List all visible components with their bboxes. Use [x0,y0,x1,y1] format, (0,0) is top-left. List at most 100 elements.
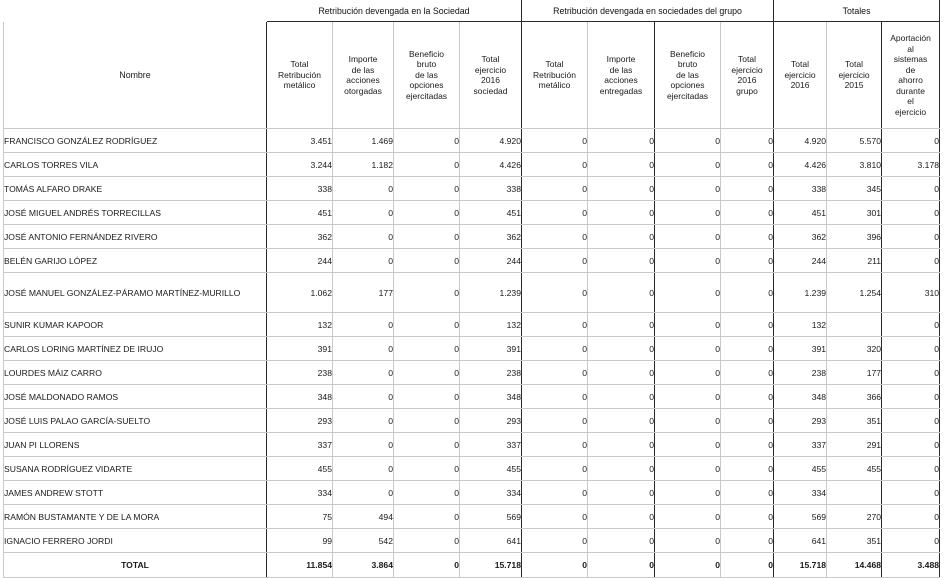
row-name-cell: TOMÁS ALFARO DRAKE [3,176,267,201]
row-value-col-5: 0 [587,504,655,529]
row-value-col-7: 0 [719,224,775,249]
row-value-col-10: 0 [881,312,941,337]
row-value-col-7: 0 [719,408,775,433]
row-value-col-8: 244 [773,248,828,273]
row-value-col-6: 0 [654,456,721,481]
row-value-col-10: 0 [881,248,941,273]
row-value-col-7: 0 [719,272,775,313]
row-name-cell: JAMES ANDREW STOTT [3,480,267,505]
row-value-col-5: 0 [587,272,655,313]
row-value-col-5: 0 [587,384,655,409]
row-value-col-4: 0 [521,152,588,177]
row-value-col-10: 310 [881,272,941,313]
row-value-col-10: 0 [881,200,941,225]
row-value-col-3: 338 [459,176,522,201]
total-value-col-9: 14.468 [826,552,883,578]
column-header-soc-total-metalico: Total Retribución metálico [266,21,333,129]
row-value-col-5: 0 [587,480,655,505]
row-value-col-5: 0 [587,176,655,201]
row-value-col-2: 0 [393,152,460,177]
row-value-col-9 [826,480,883,505]
table-total-row: TOTAL 11.854 3.864 0 15.718 0 0 0 0 15.718 14.468 3… [3,552,941,578]
row-value-col-0: 244 [266,248,333,273]
row-value-col-4: 0 [521,408,588,433]
row-name-cell: JOSÉ MANUEL GONZÁLEZ-PÁRAMO MARTÍNEZ-MUR… [3,272,267,313]
row-value-col-5: 0 [587,528,655,553]
row-value-col-1: 0 [332,248,394,273]
table-body: FRANCISCO GONZÁLEZ RODRÍGUEZ 3.451 1.469 0 4… [3,128,941,578]
row-value-col-0: 3.244 [266,152,333,177]
row-value-col-6: 0 [654,200,721,225]
row-name-cell: CARLOS LORING MARTÍNEZ DE IRUJO [3,336,267,361]
row-value-col-10: 0 [881,384,941,409]
row-value-col-9: 3.810 [826,152,883,177]
row-value-col-6: 0 [654,384,721,409]
row-value-col-0: 1.062 [266,272,333,313]
row-value-col-4: 0 [521,504,588,529]
row-value-col-10: 0 [881,224,941,249]
row-value-col-7: 0 [719,456,775,481]
column-header-grp-total-2016: Total ejercicio 2016 grupo [719,21,775,129]
total-value-col-6: 0 [654,552,721,578]
total-value-col-3: 15.718 [459,552,522,578]
row-value-col-8: 334 [773,480,828,505]
row-value-col-1: 0 [332,480,394,505]
row-value-col-7: 0 [719,384,775,409]
row-value-col-2: 0 [393,200,460,225]
row-value-col-2: 0 [393,312,460,337]
row-value-col-5: 0 [587,432,655,457]
row-value-col-5: 0 [587,408,655,433]
row-value-col-8: 391 [773,336,828,361]
row-value-col-2: 0 [393,336,460,361]
row-value-col-0: 238 [266,360,333,385]
row-value-col-10: 0 [881,176,941,201]
row-value-col-3: 334 [459,480,522,505]
row-value-col-3: 391 [459,336,522,361]
table-row: JOSÉ MANUEL GONZÁLEZ-PÁRAMO MARTÍNEZ-MUR… [3,272,941,313]
row-value-col-9: 320 [826,336,883,361]
row-value-col-0: 338 [266,176,333,201]
total-value-col-4: 0 [521,552,588,578]
row-value-col-4: 0 [521,528,588,553]
row-value-col-3: 238 [459,360,522,385]
row-value-col-2: 0 [393,272,460,313]
row-value-col-5: 0 [587,152,655,177]
row-value-col-9: 345 [826,176,883,201]
row-value-col-6: 0 [654,152,721,177]
row-value-col-9: 211 [826,248,883,273]
row-value-col-7: 0 [719,312,775,337]
row-value-col-0: 75 [266,504,333,529]
row-value-col-8: 338 [773,176,828,201]
row-value-col-5: 0 [587,360,655,385]
row-value-col-8: 451 [773,200,828,225]
column-header-soc-beneficio-opciones: Beneficio bruto de las opciones ejercitadas [393,21,460,129]
row-value-col-10: 0 [881,528,941,553]
column-header-soc-acciones-otorgadas: Importe de las acciones otorgadas [332,21,394,129]
table-row: FRANCISCO GONZÁLEZ RODRÍGUEZ 3.451 1.469 0 4… [3,128,941,153]
row-value-col-3: 293 [459,408,522,433]
table-row: JOSÉ ANTONIO FERNÁNDEZ RIVERO 362 0 0 362 0 0 0… [3,224,941,249]
row-value-col-3: 641 [459,528,522,553]
row-value-col-5: 0 [587,224,655,249]
row-value-col-8: 238 [773,360,828,385]
row-value-col-10: 0 [881,360,941,385]
row-name-cell: BELÉN GARIJO LÓPEZ [3,248,267,273]
row-value-col-4: 0 [521,456,588,481]
table-row: JOSÉ MIGUEL ANDRÉS TORRECILLAS 451 0 0 451 0 0… [3,200,941,225]
row-value-col-7: 0 [719,128,775,153]
table-row: LOURDES MÁIZ CARRO 238 0 0 238 0 0 0 0 238 177 0 [3,360,941,385]
row-value-col-1: 0 [332,408,394,433]
row-value-col-5: 0 [587,128,655,153]
row-value-col-7: 0 [719,528,775,553]
group-header-sociedad: Retribución devengada en la Sociedad [266,0,522,22]
row-value-col-2: 0 [393,248,460,273]
row-value-col-8: 132 [773,312,828,337]
row-value-col-8: 348 [773,384,828,409]
row-value-col-0: 337 [266,432,333,457]
total-value-col-10: 3.488 [881,552,941,578]
row-value-col-0: 334 [266,480,333,505]
table-header: Retribución devengada en la Sociedad Ret… [3,0,941,129]
column-header-grp-beneficio-opciones: Beneficio bruto de las opciones ejercitadas [654,21,721,129]
table-row: JAMES ANDREW STOTT 334 0 0 334 0 0 0 0 334 0 [3,480,941,505]
row-value-col-6: 0 [654,128,721,153]
